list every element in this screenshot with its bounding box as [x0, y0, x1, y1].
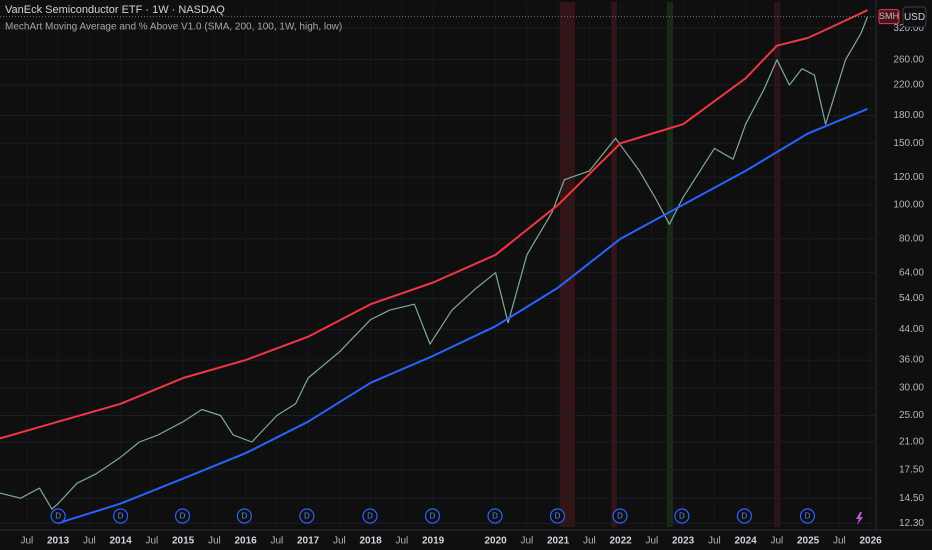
chart-title: VanEck Semiconductor ETF · 1W · NASDAQ	[5, 4, 225, 16]
currency-box[interactable]	[902, 6, 927, 28]
dividend-marker	[799, 508, 816, 524]
x-tick-label: 2014	[110, 536, 133, 547]
y-tick-label: 44.00	[899, 324, 924, 335]
dividend-label: D	[180, 512, 186, 521]
indicator-subtitle: MechArt Moving Average and % Above V1.0 …	[5, 22, 342, 33]
dividend-label: D	[241, 512, 247, 521]
x-tick-label: 2013	[47, 536, 70, 547]
x-tick-label: Jul	[395, 536, 408, 547]
signal-band	[666, 2, 674, 527]
x-tick-label: 2021	[547, 536, 570, 547]
y-tick-label: 150.00	[893, 138, 924, 149]
y-tick-label: 25.00	[899, 410, 924, 421]
dividend-marker	[736, 508, 752, 524]
dividend-label: D	[805, 512, 811, 521]
x-tick-label: Jul	[20, 536, 33, 547]
moving-average-line	[57, 107, 868, 525]
y-tick-label: 80.00	[899, 233, 924, 244]
dividend-label: D	[617, 512, 623, 521]
y-tick-label: 64.00	[899, 267, 924, 278]
x-tick-label: 2020	[485, 536, 508, 547]
dividend-marker	[612, 508, 628, 524]
y-tick-label: 320.00	[893, 23, 924, 34]
dividend-marker	[487, 508, 503, 524]
y-tick-label: 14.50	[899, 493, 924, 504]
dividend-label: D	[741, 512, 747, 521]
symbol-tag	[878, 9, 900, 25]
moving-average-line	[0, 9, 868, 440]
x-tick-label: 2023	[672, 536, 695, 547]
y-tick-label: 30.00	[899, 382, 924, 393]
x-tick-label: 2018	[360, 536, 383, 547]
x-tick-label: Jul	[520, 536, 533, 547]
dividend-label: D	[118, 512, 124, 521]
dividend-label: D	[367, 512, 373, 521]
dividend-marker	[50, 508, 66, 524]
x-tick-label: 2015	[172, 536, 195, 547]
dividend-marker	[113, 508, 129, 524]
x-tick-label: Jul	[708, 536, 721, 547]
dividend-label: D	[55, 512, 61, 521]
x-tick-label: 2019	[422, 536, 445, 547]
dividend-label: D	[304, 512, 310, 521]
price-line	[0, 16, 869, 510]
x-tick-label: 2022	[610, 536, 633, 547]
x-tick-label: Jul	[645, 536, 658, 547]
x-tick-label: Jul	[770, 536, 783, 547]
symbol: SMH	[879, 11, 899, 21]
x-tick-label: 2017	[297, 536, 320, 547]
y-tick-label: 120.00	[893, 172, 924, 183]
y-tick-label: 100.00	[893, 199, 924, 210]
signal-band	[611, 2, 617, 527]
dividend-marker	[299, 508, 315, 524]
x-tick-label: Jul	[270, 536, 283, 547]
x-tick-label: Jul	[83, 536, 96, 547]
dividend-label: D	[430, 512, 436, 521]
dividend-marker	[674, 508, 690, 524]
x-tick-label: Jul	[833, 536, 846, 547]
y-tick-label: 180.00	[893, 110, 924, 121]
y-tick-label: 17.50	[899, 464, 924, 475]
x-tick-label: Jul	[333, 536, 346, 547]
x-tick-label: 2025	[797, 536, 820, 547]
event-icon[interactable]	[856, 512, 863, 525]
dividend-marker	[362, 508, 378, 524]
signal-band	[560, 2, 575, 527]
dividend-label: D	[679, 512, 685, 521]
x-tick-label: Jul	[145, 536, 158, 547]
dividend-marker	[236, 508, 252, 524]
y-tick-label: 260.00	[893, 54, 924, 65]
currency[interactable]: USD	[904, 12, 925, 23]
y-tick-label: 220.00	[893, 80, 924, 91]
x-tick-label: 2024	[735, 536, 758, 547]
y-tick-label: 36.00	[899, 355, 924, 366]
y-tick-label: 21.00	[899, 437, 924, 448]
y-tick-label: 54.00	[899, 293, 924, 304]
x-tick-label: 2016	[235, 536, 258, 547]
dividend-label: D	[555, 512, 561, 521]
y-tick-label: 12.30	[899, 518, 924, 529]
dividend-marker	[174, 508, 191, 524]
x-tick-label: Jul	[208, 536, 221, 547]
dividend-marker	[424, 508, 441, 524]
dividend-marker	[549, 508, 566, 524]
x-tick-label: 2026	[860, 536, 883, 547]
dividend-label: D	[492, 512, 498, 521]
x-tick-label: Jul	[583, 536, 596, 547]
